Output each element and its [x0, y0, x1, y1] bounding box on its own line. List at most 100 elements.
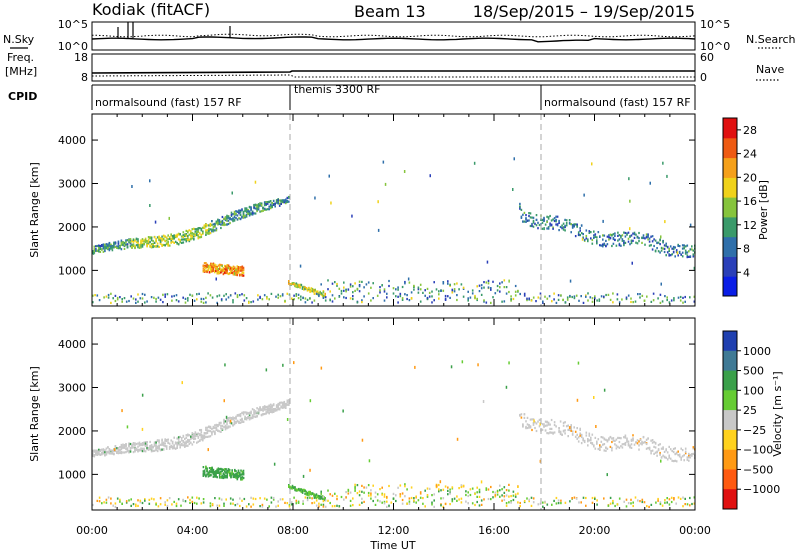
scatter-cell — [199, 232, 201, 235]
scatter-cell — [532, 421, 535, 425]
scatter-cell — [293, 283, 295, 286]
scatter-cell — [585, 496, 587, 500]
scatter-cell — [224, 425, 227, 428]
scatter-cell — [593, 444, 595, 447]
scatter-cell — [449, 296, 451, 299]
scatter-cell — [217, 223, 219, 226]
scatter-cell — [494, 292, 497, 295]
scatter-cell — [433, 493, 435, 496]
scatter-cell — [632, 439, 634, 442]
scatter-cell — [139, 499, 142, 502]
scatter-cell — [641, 294, 644, 297]
scatter-cell — [508, 290, 510, 294]
scatter-cell — [229, 502, 232, 505]
scatter-cell — [265, 405, 267, 409]
scatter-cell — [187, 439, 189, 442]
scatter-cell — [222, 472, 225, 475]
scatter-cell — [254, 497, 257, 501]
scatter-cell — [577, 440, 580, 443]
scatter-cell — [179, 444, 181, 447]
scatter-cell — [184, 297, 187, 300]
scatter-cell — [620, 235, 622, 238]
scatter-cell — [598, 298, 601, 301]
scatter-cell — [154, 220, 157, 224]
scatter-cell — [557, 502, 560, 505]
scatter-cell — [237, 470, 240, 473]
scatter-cell — [107, 293, 110, 297]
scatter-cell — [315, 496, 318, 500]
scatter-cell — [239, 217, 242, 220]
scatter-cell — [212, 269, 215, 272]
scatter-cell — [200, 502, 203, 505]
scatter-cell — [245, 215, 248, 218]
scatter-cell — [253, 203, 255, 207]
scatter-cell — [329, 501, 331, 505]
scatter-cell — [650, 439, 652, 442]
scatter-cell — [458, 487, 460, 490]
scatter-cell — [638, 237, 640, 240]
scatter-cell — [188, 442, 191, 446]
scatter-cell — [215, 426, 218, 429]
scatter-cell — [184, 443, 186, 446]
scatter-cell — [689, 504, 691, 507]
scatter-cell — [95, 245, 97, 248]
scatter-cell — [579, 227, 581, 230]
scatter-cell — [191, 432, 194, 435]
scatter-cell — [547, 217, 550, 220]
scatter-cell — [547, 432, 550, 435]
scatter-cell — [531, 222, 533, 226]
scatter-cell — [268, 412, 270, 415]
scatter-cell — [190, 437, 192, 440]
scatter-cell — [370, 492, 372, 495]
scatter-cell — [483, 300, 485, 303]
scatter-cell — [280, 406, 282, 409]
scatter-cell — [123, 241, 126, 244]
scatter-cell — [602, 243, 604, 246]
scatter-cell — [234, 273, 236, 276]
scatter-cell — [671, 247, 673, 250]
scatter-cell — [672, 247, 675, 250]
scatter-cell — [148, 498, 151, 501]
scatter-cell — [236, 218, 239, 221]
scatter-cell — [231, 471, 233, 474]
scatter-cell — [223, 222, 225, 225]
scatter-cell — [220, 467, 222, 470]
scatter-cell — [320, 366, 323, 370]
scatter-cell — [520, 208, 523, 211]
scatter-cell — [167, 238, 169, 241]
colorbar-tick-label: −100 — [743, 444, 773, 457]
scatter-cell — [236, 214, 239, 217]
scatter-cell — [693, 496, 696, 499]
scatter-cell — [111, 449, 114, 452]
scatter-cell — [315, 504, 318, 507]
scatter-cell — [238, 212, 240, 215]
scatter-cell — [233, 420, 236, 423]
scatter-cell — [612, 439, 615, 442]
scatter-cell — [241, 273, 244, 277]
scatter-cell — [265, 208, 267, 211]
scatter-cell — [194, 234, 197, 237]
scatter-cell — [689, 223, 692, 227]
scatter-cell — [193, 232, 195, 235]
scatter-cell — [645, 447, 648, 450]
scatter-cell — [141, 239, 144, 243]
scatter-cell — [277, 500, 279, 503]
scatter-cell — [218, 421, 221, 424]
scatter-cell — [227, 216, 230, 219]
scatter-cell — [149, 179, 151, 183]
colorbar-segment — [723, 157, 737, 178]
scatter-cell — [98, 448, 100, 451]
scatter-cell — [340, 495, 343, 499]
scatter-cell — [280, 200, 282, 203]
scatter-cell — [656, 241, 658, 245]
scatter-cell — [322, 500, 325, 503]
scatter-cell — [130, 295, 132, 298]
scatter-cell — [496, 489, 499, 492]
cpid-label: CPID — [8, 90, 37, 103]
scatter-cell — [559, 431, 562, 434]
scatter-cell — [596, 239, 598, 242]
scatter-cell — [254, 415, 257, 418]
scatter-cell — [164, 235, 166, 238]
scatter-cell — [221, 222, 224, 225]
scatter-cell — [244, 415, 246, 418]
